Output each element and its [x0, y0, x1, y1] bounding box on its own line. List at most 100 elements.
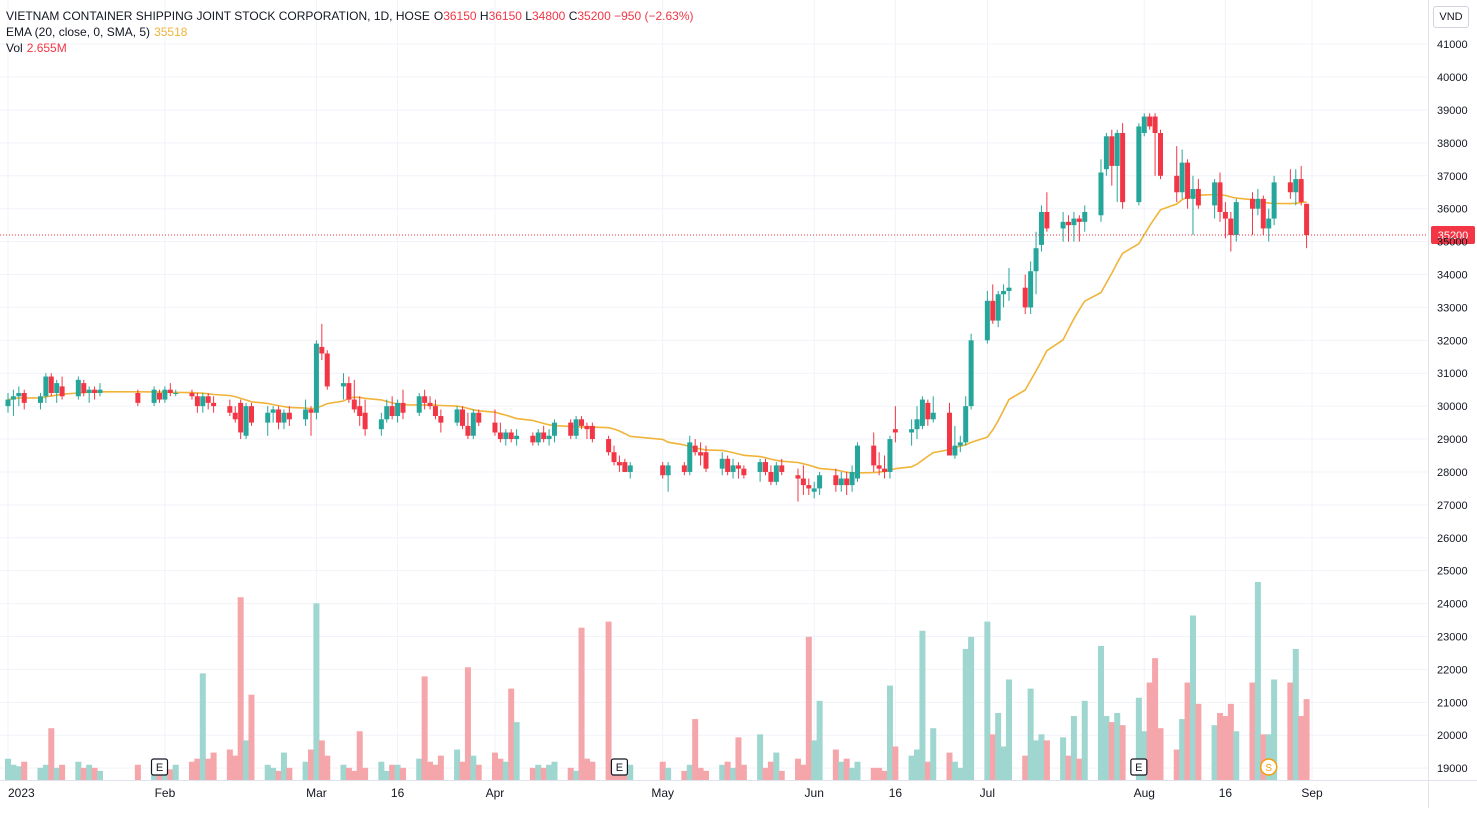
earnings-event-marker[interactable]: E: [1130, 758, 1148, 776]
time-axis[interactable]: 2023 Feb Mar 16 Apr May Jun 16 Jul Aug 16 Sep: [0, 780, 1477, 801]
candle: [1212, 179, 1218, 219]
volume-bar: [951, 761, 958, 780]
candle: [135, 389, 141, 407]
candle-body: [286, 412, 292, 420]
candle-body: [43, 376, 49, 397]
volume-bar: [849, 767, 856, 780]
symbol-row: VIETNAM CONTAINER SHIPPING JOINT STOCK C…: [6, 8, 693, 24]
candle: [946, 402, 952, 456]
ema-line: [7, 193, 1307, 474]
volume-bar: [91, 767, 98, 780]
currency-button[interactable]: VND: [1433, 6, 1469, 28]
candle-body: [492, 422, 498, 433]
volume-bar: [345, 767, 352, 780]
candle: [378, 412, 384, 436]
candle-body: [1255, 198, 1261, 209]
candle: [968, 333, 974, 410]
candle-body: [319, 346, 325, 354]
candle-body: [844, 478, 850, 486]
volume-bar: [1233, 731, 1240, 780]
volume-bar: [697, 767, 704, 780]
candle-body: [1098, 172, 1104, 216]
candle-body: [1082, 211, 1088, 222]
candle: [238, 399, 244, 440]
candle: [357, 396, 363, 426]
volume-bar: [470, 755, 477, 780]
candle-body: [1304, 203, 1310, 236]
ema-row[interactable]: EMA (20, close, 0, SMA, 5) 35518: [6, 24, 693, 40]
candle: [1066, 215, 1072, 242]
candle: [81, 379, 87, 397]
candle-body: [157, 392, 163, 400]
candle-body: [1006, 287, 1012, 291]
price-axis[interactable]: 19000 20000 21000 22000 23000 24000 25000 26000…: [1428, 0, 1468, 808]
volume-bar: [1033, 740, 1040, 780]
candle: [1271, 175, 1277, 226]
candle: [925, 399, 931, 426]
candle-body: [833, 475, 839, 486]
volume-bar: [870, 767, 877, 780]
split-event-marker[interactable]: S: [1259, 758, 1278, 776]
candle-body: [854, 445, 860, 479]
candle-body: [681, 465, 687, 472]
price-tick-label: 27000: [1437, 500, 1468, 512]
volume-bar: [1303, 699, 1310, 780]
candle-body: [1033, 248, 1039, 272]
volume-bar: [378, 761, 385, 780]
candle: [37, 392, 43, 410]
candle-body: [357, 406, 363, 417]
volume-bar: [778, 770, 785, 780]
candle: [763, 458, 769, 476]
volume-bar: [188, 761, 195, 780]
candle: [10, 389, 16, 417]
candle-body: [687, 442, 693, 472]
candle: [1022, 274, 1028, 315]
candle: [844, 471, 850, 495]
volume-bar: [80, 767, 87, 780]
candle-body: [1195, 188, 1201, 206]
candle: [1103, 133, 1109, 176]
candle-body: [454, 409, 460, 423]
price-tick-label: 33000: [1437, 302, 1468, 314]
candle: [227, 399, 233, 417]
volume-bar: [383, 770, 390, 780]
volume-bar: [762, 767, 769, 780]
candle: [1190, 175, 1196, 236]
candle-body: [800, 478, 806, 486]
candle-body: [10, 396, 16, 400]
candle-body: [1114, 133, 1120, 166]
candle-body: [1071, 218, 1077, 226]
volume-bar: [356, 731, 363, 780]
candle: [422, 389, 428, 410]
symbol-title[interactable]: VIETNAM CONTAINER SHIPPING JOINT STOCK C…: [6, 9, 430, 23]
candle: [1028, 261, 1034, 315]
volume-bar: [1141, 731, 1148, 780]
volume-bar: [567, 767, 574, 780]
earnings-event-marker[interactable]: E: [610, 758, 629, 776]
candle-body: [1060, 221, 1066, 229]
volume-bar: [1157, 728, 1164, 780]
earnings-event-box: [150, 758, 169, 776]
candle-body: [1222, 211, 1228, 219]
volume-bar: [924, 761, 931, 780]
candle-body: [741, 468, 747, 476]
candle: [248, 402, 254, 426]
candle: [1136, 123, 1142, 206]
candle: [243, 402, 249, 440]
high-value: 36150: [488, 9, 522, 23]
candlesticks: [5, 113, 1310, 502]
candle: [665, 462, 671, 492]
candle-body: [270, 409, 276, 413]
candle: [687, 435, 693, 476]
candle-body: [1141, 116, 1147, 134]
candle: [811, 481, 817, 499]
candle-body: [1249, 198, 1255, 209]
candle-body: [1266, 218, 1272, 229]
volume-bar: [962, 649, 969, 780]
volume-row[interactable]: Vol 2.655M: [6, 40, 693, 56]
candle: [1287, 169, 1293, 199]
earnings-event-marker[interactable]: E: [150, 758, 169, 776]
